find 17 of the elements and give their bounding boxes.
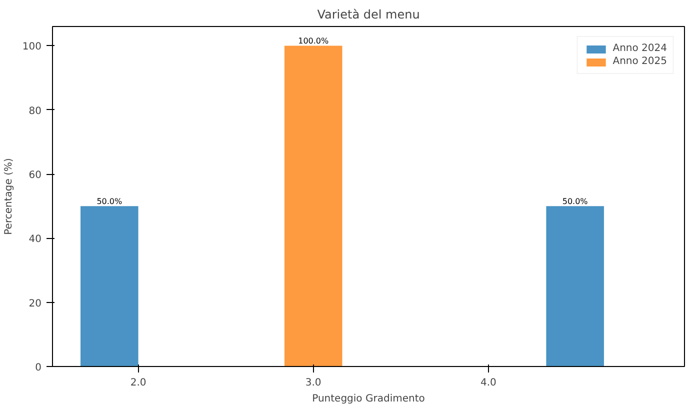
chart-title: Varietà del menu <box>317 8 420 22</box>
legend-label: Anno 2025 <box>612 56 667 67</box>
y-tick-label: 20 <box>28 298 42 310</box>
x-tick-label: 4.0 <box>480 378 496 388</box>
y-tick-label: 60 <box>28 170 42 182</box>
data-label: 100.0% <box>298 36 330 46</box>
data-label: 50.0% <box>96 197 123 206</box>
legend-label: Anno 2024 <box>612 43 667 54</box>
y-tick-label: 80 <box>28 106 42 117</box>
x-axis-title: Punteggio Gradimento <box>312 394 425 404</box>
data-label: 50.0% <box>562 197 588 206</box>
y-tick-label: 100 <box>22 42 42 53</box>
x-tick-label: 2.0 <box>130 378 146 388</box>
y-axis-title: Percentage (%) <box>3 158 14 235</box>
y-tick-label: 40 <box>28 234 42 246</box>
y-tick-label: 0 <box>35 362 42 374</box>
x-tick-label: 3.0 <box>305 378 322 388</box>
